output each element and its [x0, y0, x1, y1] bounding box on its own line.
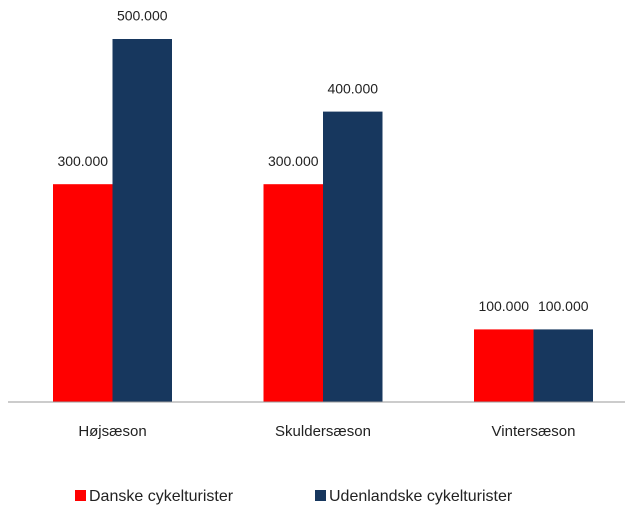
x-tick-label: Højsæson	[78, 423, 146, 440]
data-label: 500.000	[117, 8, 168, 24]
bar	[53, 184, 113, 402]
data-label: 300.000	[57, 153, 108, 169]
bar	[533, 329, 593, 402]
data-label: 100.000	[538, 298, 589, 314]
bar	[323, 111, 383, 402]
bar	[474, 329, 534, 402]
bar	[112, 39, 172, 402]
legend-swatch	[315, 490, 326, 501]
data-label: 300.000	[268, 153, 319, 169]
x-tick-label: Vintersæson	[492, 423, 576, 440]
legend-label: Danske cykelturister	[89, 488, 234, 505]
legend-label: Udenlandske cykelturister	[329, 488, 513, 505]
data-label: 400.000	[327, 80, 378, 96]
bar	[263, 184, 323, 402]
x-tick-label: Skuldersæson	[275, 423, 371, 440]
legend-swatch	[75, 490, 86, 501]
data-label: 100.000	[478, 298, 529, 314]
